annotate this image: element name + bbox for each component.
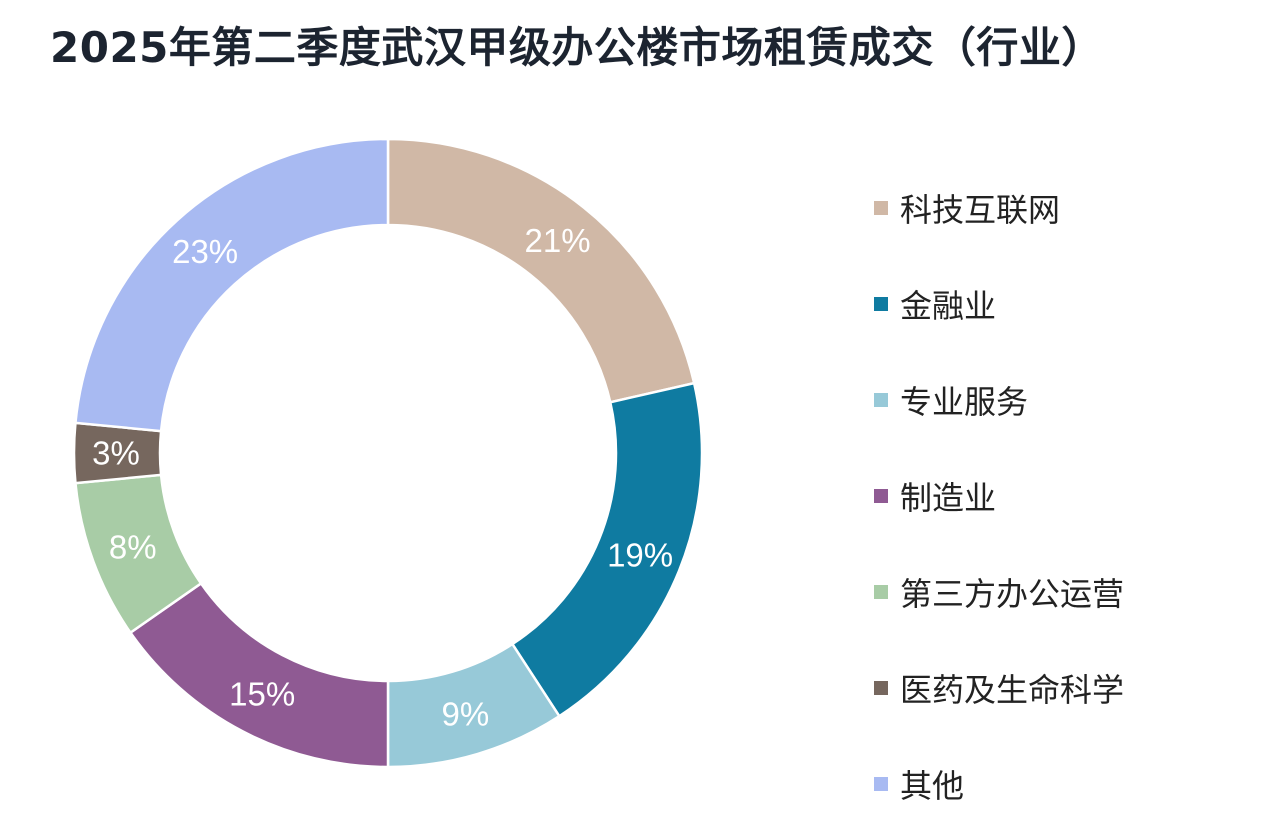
legend-label: 金融业 — [900, 287, 997, 325]
chart-legend: 科技互联网 金融业 专业服务 制造业 第三方办公运营 医药及生命科学 其他 — [874, 160, 1264, 832]
slice-label: 19% — [607, 537, 673, 574]
legend-swatch — [874, 297, 888, 311]
slice-label: 3% — [92, 435, 140, 472]
donut-slice — [386, 137, 696, 404]
chart-title: 2025年第二季度武汉甲级办公楼市场租赁成交（行业） — [50, 23, 1104, 72]
legend-swatch — [874, 585, 888, 599]
donut-chart: 21% 19% 9% 15% 8% 3% 23% — [72, 137, 704, 769]
legend-item-other: 其他 — [874, 736, 1264, 832]
legend-label: 制造业 — [900, 479, 997, 517]
legend-label: 第三方办公运营 — [900, 575, 1125, 613]
legend-label: 医药及生命科学 — [900, 671, 1125, 709]
slice-label: 21% — [525, 222, 591, 259]
legend-item-tech: 科技互联网 — [874, 160, 1264, 256]
legend-swatch — [874, 393, 888, 407]
slice-label: 23% — [172, 233, 238, 270]
legend-item-pharma-life-science: 医药及生命科学 — [874, 640, 1264, 736]
slice-label: 8% — [109, 528, 157, 565]
legend-label: 专业服务 — [900, 383, 1029, 421]
legend-swatch — [874, 201, 888, 215]
legend-item-professional-services: 专业服务 — [874, 352, 1264, 448]
legend-swatch — [874, 681, 888, 695]
legend-swatch — [874, 489, 888, 503]
donut-slice — [74, 137, 390, 433]
slice-label: 9% — [442, 695, 490, 732]
legend-swatch — [874, 777, 888, 791]
legend-label: 科技互联网 — [900, 191, 1061, 229]
legend-item-manufacturing: 制造业 — [874, 448, 1264, 544]
slice-label: 15% — [229, 676, 295, 713]
legend-label: 其他 — [900, 767, 965, 805]
legend-item-flex-office: 第三方办公运营 — [874, 544, 1264, 640]
legend-item-finance: 金融业 — [874, 256, 1264, 352]
